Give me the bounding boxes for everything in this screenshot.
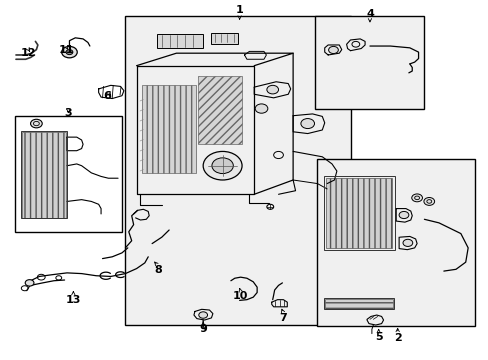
Circle shape: [30, 119, 42, 128]
Circle shape: [61, 46, 77, 58]
Text: 10: 10: [232, 291, 248, 301]
Bar: [324, 298, 392, 309]
Text: 1: 1: [235, 5, 243, 15]
Text: 7: 7: [279, 312, 286, 323]
Bar: [211, 33, 238, 44]
Text: 8: 8: [154, 265, 162, 275]
Text: 11: 11: [58, 45, 74, 55]
Bar: [15, 116, 122, 232]
Circle shape: [203, 152, 242, 180]
Text: 9: 9: [199, 324, 207, 334]
Bar: [198, 76, 242, 144]
Circle shape: [255, 104, 267, 113]
Text: 3: 3: [64, 108, 72, 118]
Circle shape: [328, 46, 338, 54]
Text: 12: 12: [20, 48, 36, 58]
Circle shape: [300, 118, 314, 129]
Circle shape: [411, 194, 422, 202]
Bar: [323, 298, 393, 309]
Circle shape: [398, 211, 408, 219]
Circle shape: [423, 198, 434, 205]
Bar: [314, 16, 424, 109]
Circle shape: [66, 50, 73, 55]
Circle shape: [25, 280, 34, 286]
Bar: [317, 158, 474, 327]
Bar: [323, 176, 394, 249]
Bar: [22, 132, 65, 217]
Circle shape: [211, 158, 233, 174]
Circle shape: [199, 312, 207, 318]
Bar: [157, 34, 203, 48]
Bar: [125, 16, 351, 325]
Text: 2: 2: [393, 333, 401, 343]
Bar: [21, 131, 67, 218]
Bar: [325, 178, 391, 248]
Text: 13: 13: [65, 295, 81, 305]
Text: 4: 4: [365, 9, 373, 18]
Text: 5: 5: [374, 332, 382, 342]
Bar: [142, 85, 196, 173]
Circle shape: [402, 239, 412, 247]
Text: 6: 6: [103, 91, 111, 101]
Circle shape: [266, 85, 278, 94]
